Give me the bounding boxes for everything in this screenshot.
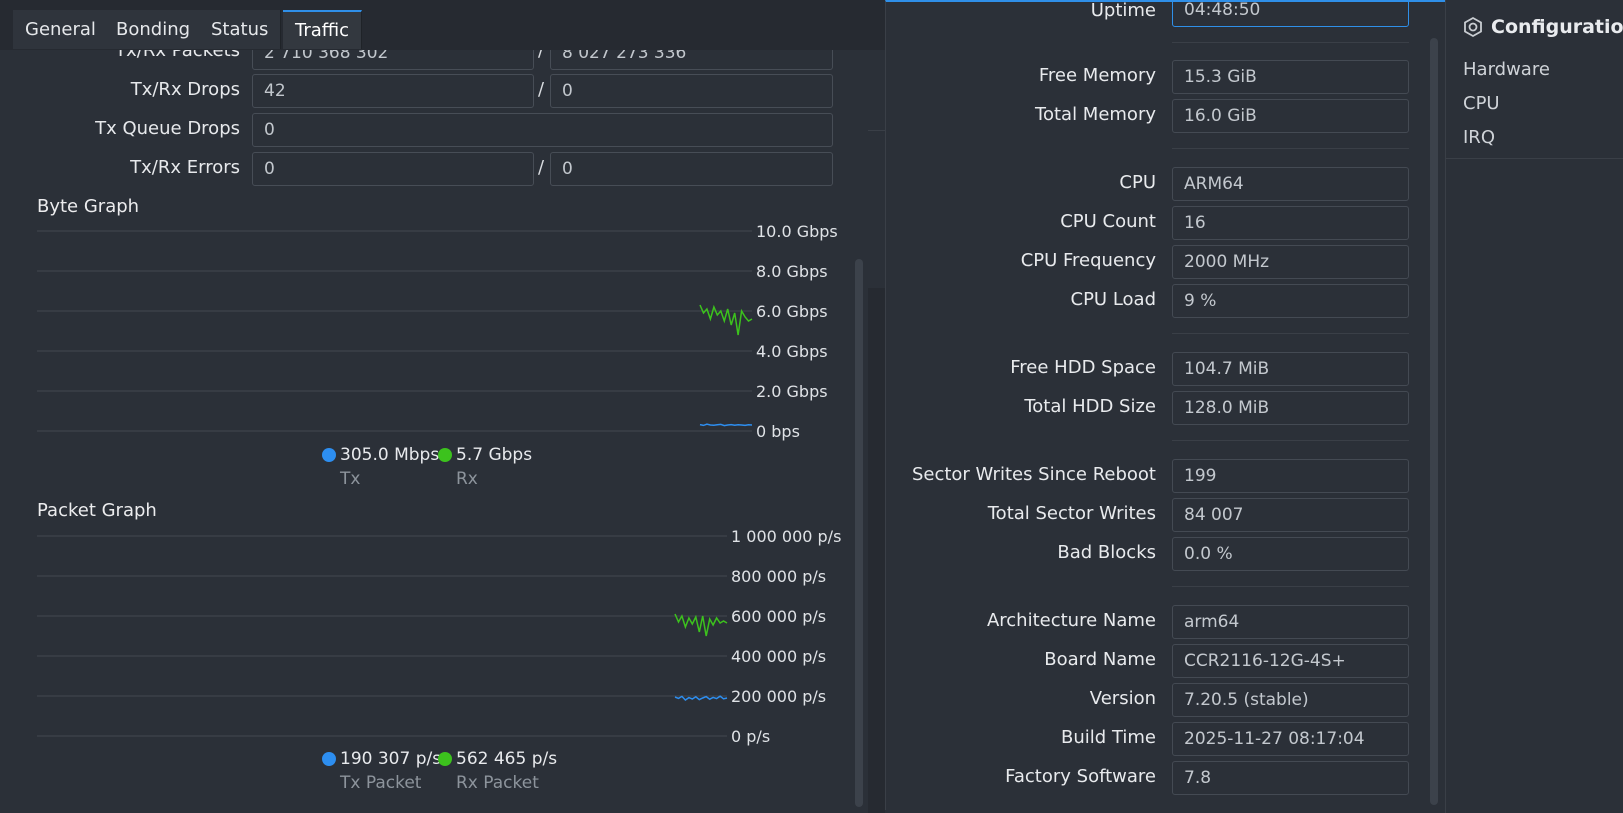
y-tick-label: 2.0 Gbps [756, 382, 828, 401]
packet-tx-label: Tx Packet [340, 773, 422, 793]
y-tick-label: 6.0 Gbps [756, 302, 828, 321]
separator [1172, 333, 1409, 334]
tx-legend-dot [322, 448, 336, 462]
y-tick-label: 8.0 Gbps [756, 262, 828, 281]
separator-slash: / [538, 40, 545, 61]
factory-software-field[interactable]: 7.8 [1172, 761, 1409, 795]
free-hdd-label: Free HDD Space [1010, 357, 1156, 378]
packet-graph-chart: 1 000 000 p/s 800 000 p/s 600 000 p/s 400 0… [37, 527, 841, 746]
architecture-name-label: Architecture Name [986, 610, 1156, 631]
cpu-load-label: CPU Load [1070, 289, 1157, 310]
config-item-irq[interactable]: IRQ [1463, 127, 1495, 148]
cpu-label: CPU [1119, 172, 1156, 193]
version-field[interactable]: 7.20.5 (stable) [1172, 683, 1409, 717]
byte-tx-label: Tx [340, 469, 361, 489]
separator [1172, 148, 1409, 149]
queue-drops-label: Tx Queue Drops [95, 118, 240, 139]
rx-errors-field[interactable]: 0 [550, 152, 833, 186]
cpu-field[interactable]: ARM64 [1172, 167, 1409, 201]
packet-graph-title: Packet Graph [37, 500, 157, 521]
y-tick-label: 1 000 000 p/s [731, 527, 841, 546]
byte-rx-value: 5.7 Gbps [456, 445, 533, 465]
tx-drops-field[interactable]: 42 [252, 74, 534, 108]
bad-blocks-field[interactable]: 0.0 % [1172, 537, 1409, 571]
separator [1172, 42, 1409, 43]
left-scrollbar[interactable] [855, 259, 863, 807]
errors-label: Tx/Rx Errors [130, 157, 240, 178]
uptime-field[interactable]: 04:48:50 [1172, 2, 1409, 27]
panel-gutter [868, 0, 885, 813]
separator [1172, 440, 1409, 441]
tab-status[interactable]: Status [199, 10, 282, 49]
sector-writes-reboot-label: Sector Writes Since Reboot [911, 464, 1156, 485]
series-line-rx [699, 304, 753, 336]
series-line-tx-packet [674, 695, 728, 701]
cpu-frequency-field[interactable]: 2000 MHz [1172, 245, 1409, 279]
separator-slash: / [538, 79, 545, 100]
y-tick-label: 0 bps [756, 422, 800, 441]
configuration-sidebar: Configuration Hardware CPU IRQ [1445, 0, 1623, 813]
bad-blocks-label: Bad Blocks [1057, 542, 1156, 563]
y-tick-label: 400 000 p/s [731, 647, 826, 666]
packet-tx-value: 190 307 p/s [340, 749, 442, 769]
total-memory-field[interactable]: 16.0 GiB [1172, 99, 1409, 133]
hexagon-gear-icon [1464, 16, 1482, 38]
packet-rx-value: 562 465 p/s [456, 749, 558, 769]
separator [1446, 158, 1623, 159]
resources-panel: Uptime 04:48:50 Free Memory 15.3 GiB Tot… [885, 0, 1445, 810]
total-sector-writes-label: Total Sector Writes [987, 503, 1156, 524]
y-tick-label: 10.0 Gbps [756, 222, 838, 241]
separator [1172, 586, 1409, 587]
total-hdd-field[interactable]: 128.0 MiB [1172, 391, 1409, 425]
series-line-rx-packet [674, 613, 728, 637]
y-tick-label: 200 000 p/s [731, 687, 826, 706]
build-time-field[interactable]: 2025-11-27 08:17:04 [1172, 722, 1409, 756]
cpu-load-field[interactable]: 9 % [1172, 284, 1409, 318]
rx-packet-legend-dot [438, 752, 452, 766]
separator-slash: / [538, 157, 545, 178]
tab-general[interactable]: General [13, 10, 109, 49]
interface-traffic-panel: General Bonding Status Traffic Tx / Rx Pac… [13, 10, 863, 807]
packet-rx-label: Rx Packet [456, 773, 539, 793]
uptime-label: Uptime [1090, 0, 1156, 21]
total-sector-writes-field[interactable]: 84 007 [1172, 498, 1409, 532]
rx-legend-dot [438, 448, 452, 462]
build-time-label: Build Time [1061, 727, 1156, 748]
tx-packet-legend-dot [322, 752, 336, 766]
byte-tx-value: 305.0 Mbps [340, 445, 440, 465]
config-item-hardware[interactable]: Hardware [1463, 59, 1550, 80]
factory-software-label: Factory Software [1005, 766, 1156, 787]
sector-writes-reboot-field[interactable]: 199 [1172, 459, 1409, 493]
cpu-frequency-label: CPU Frequency [1020, 250, 1156, 271]
free-memory-label: Free Memory [1038, 65, 1156, 86]
drops-label: Tx/Rx Drops [130, 79, 240, 100]
byte-graph-chart: 10.0 Gbps 8.0 Gbps 6.0 Gbps 4.0 Gbps 2.0 Gbp… [37, 222, 838, 441]
byte-rx-label: Rx [456, 469, 478, 489]
free-hdd-field[interactable]: 104.7 MiB [1172, 352, 1409, 386]
y-tick-label: 4.0 Gbps [756, 342, 828, 361]
total-memory-label: Total Memory [1035, 104, 1156, 125]
tx-errors-field[interactable]: 0 [252, 152, 534, 186]
config-item-cpu[interactable]: CPU [1463, 93, 1500, 114]
tx-queue-drops-field[interactable]: 0 [252, 113, 833, 147]
series-line-tx [699, 423, 753, 427]
tab-bonding[interactable]: Bonding [104, 10, 204, 49]
board-name-label: Board Name [1044, 649, 1156, 670]
y-tick-label: 0 p/s [731, 727, 770, 746]
y-tick-label: 800 000 p/s [731, 567, 826, 586]
configuration-header: Configuration [1462, 16, 1623, 38]
board-name-field[interactable]: CCR2116-12G-4S+ [1172, 644, 1409, 678]
version-label: Version [1089, 688, 1156, 709]
rx-drops-field[interactable]: 0 [550, 74, 833, 108]
configuration-title: Configuration [1491, 16, 1623, 38]
byte-graph-title: Byte Graph [37, 196, 140, 217]
total-hdd-label: Total HDD Size [1024, 396, 1156, 417]
cpu-count-field[interactable]: 16 [1172, 206, 1409, 240]
y-tick-label: 600 000 p/s [731, 607, 826, 626]
tab-traffic[interactable]: Traffic [283, 10, 363, 49]
cpu-count-label: CPU Count [1060, 211, 1156, 232]
resources-scrollbar[interactable] [1430, 38, 1438, 805]
architecture-name-field[interactable]: arm64 [1172, 605, 1409, 639]
free-memory-field[interactable]: 15.3 GiB [1172, 60, 1409, 94]
